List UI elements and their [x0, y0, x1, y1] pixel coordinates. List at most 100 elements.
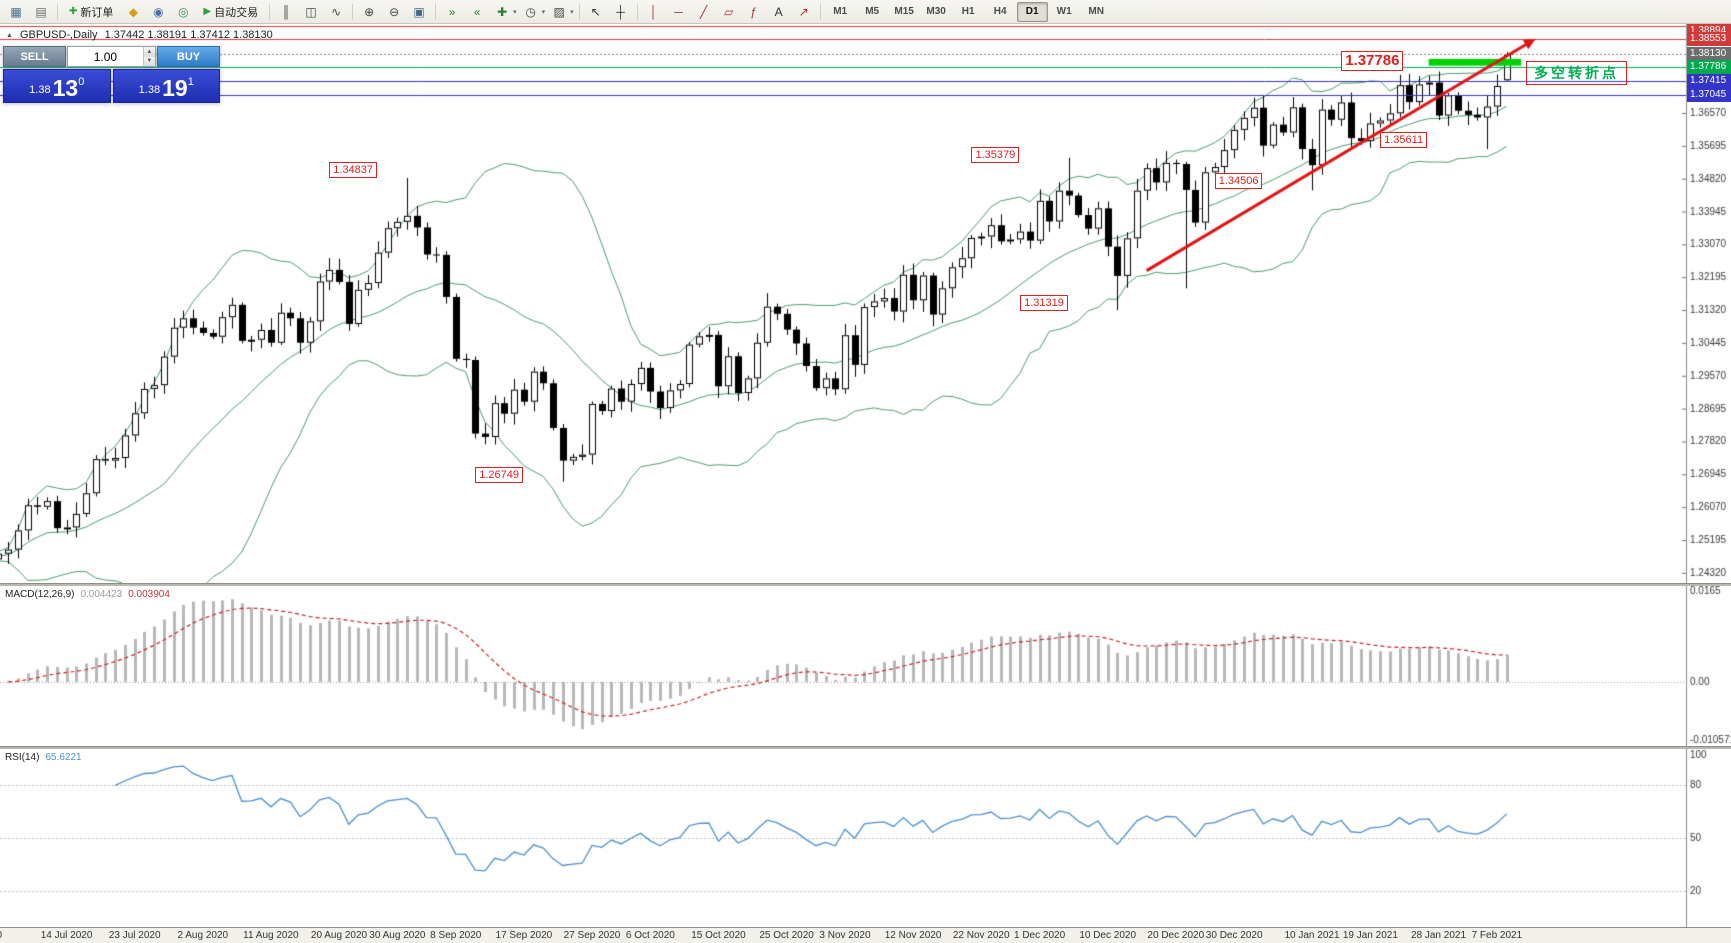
price-annotation[interactable]: 1.31319 [1020, 294, 1068, 311]
periods-icon[interactable]: ◷ [525, 4, 536, 19]
price-annotation[interactable]: 1.37786 [1341, 51, 1404, 72]
buy-price-box[interactable]: 1.38 19 1 [112, 69, 220, 103]
dropdown-caret-icon[interactable]: ▾ [541, 8, 546, 16]
date-label: 2 Aug 2020 [177, 930, 229, 941]
macd-canvas[interactable] [0, 586, 1731, 746]
timeframe-button-m30[interactable]: M30 [926, 6, 946, 17]
chart-title: ▲ GBPUSD-,Daily 1.37442 1.38191 1.37412 … [6, 29, 273, 41]
date-label: 6 Oct 2020 [625, 930, 675, 941]
auto-scroll-icon[interactable]: » [448, 4, 456, 19]
market-watch-icon[interactable]: ◉ [153, 4, 164, 19]
price-scale-tag: 1.38130 [1687, 47, 1731, 62]
price-scale-tag: 1.37786 [1687, 60, 1731, 75]
bar-chart-icon[interactable]: ║ [281, 4, 291, 19]
price-annotation[interactable]: 1.35611 [1380, 132, 1428, 149]
buy-price-sup: 1 [187, 76, 194, 88]
timeframe-button-mn[interactable]: MN [1088, 6, 1104, 17]
arrows-icon[interactable]: ↗ [798, 4, 809, 19]
volume-input[interactable] [68, 47, 143, 66]
volume-spinner: ▲ ▼ [142, 47, 155, 66]
date-label: 30 Aug 2020 [369, 930, 426, 941]
rsi-name: RSI(14) [5, 752, 40, 763]
rsi-canvas[interactable] [0, 749, 1731, 927]
volume-down-icon[interactable]: ▼ [143, 56, 155, 66]
pane-separator[interactable] [0, 746, 1731, 749]
chart-profiles-icon[interactable]: ▤ [35, 4, 47, 19]
candlestick-chart-icon[interactable]: ◫ [305, 4, 317, 19]
sell-price-big: 13 [52, 75, 79, 101]
price-chart-canvas[interactable] [0, 24, 1731, 583]
cursor-icon[interactable]: ↖ [590, 4, 601, 19]
date-label: 20 Dec 2020 [1147, 930, 1205, 941]
toolbar-separator [269, 3, 271, 20]
date-label: 3 Nov 2020 [819, 930, 871, 941]
date-label: 15 Oct 2020 [691, 930, 746, 941]
chart-shift-icon[interactable]: « [473, 4, 481, 19]
autotrade-button-label: 自动交易 [214, 6, 259, 19]
buy-price-prefix: 1.38 [138, 84, 161, 96]
date-label: 11 Aug 2020 [243, 930, 299, 941]
new-chart-icon[interactable]: ▦ [10, 4, 22, 19]
timeframe-button-m15[interactable]: M15 [894, 6, 914, 17]
chart-ohlc-values: 1.37442 1.38191 1.37412 1.38130 [104, 29, 273, 41]
volume-up-icon[interactable]: ▲ [143, 47, 155, 57]
timeframe-button-m5[interactable]: M5 [865, 6, 880, 17]
templates-icon[interactable]: ▨ [553, 4, 565, 19]
metaeditor-icon[interactable]: ◆ [128, 4, 138, 19]
dropdown-caret-icon[interactable]: ▾ [570, 8, 574, 16]
date-label: 12 Nov 2020 [884, 930, 942, 941]
channel-icon[interactable]: ▱ [724, 4, 734, 19]
timeframe-button-h4[interactable]: H4 [993, 6, 1007, 17]
autotrade-button[interactable]: ▶ 自动交易 [196, 1, 265, 23]
date-label: 1 Jul 2020 [0, 930, 2, 941]
new-order-button-label: 新订单 [80, 6, 114, 19]
one-click-trading-panel: SELL ▲ ▼ BUY 1.38 13 0 1.38 [3, 46, 220, 103]
horizontal-line-icon[interactable]: ─ [674, 4, 683, 19]
zone-text-label[interactable]: 多空转折点 [1526, 61, 1628, 86]
sell-price-box[interactable]: 1.38 13 0 [3, 69, 111, 103]
price-annotation[interactable]: 1.26749 [475, 467, 523, 484]
timeframe-button-m1[interactable]: M1 [833, 6, 848, 17]
trendline-icon[interactable]: ╱ [700, 4, 708, 19]
tile-windows-icon[interactable]: ▣ [413, 4, 425, 19]
zoom-in-icon[interactable]: ⊕ [364, 4, 375, 19]
macd-value-main: 0.004423 [80, 589, 123, 600]
toolbar-separator [636, 3, 638, 20]
navigator-icon[interactable]: ◎ [178, 4, 189, 19]
line-chart-icon[interactable]: ∿ [331, 4, 342, 19]
macd-value-signal: 0.003904 [128, 589, 170, 600]
vertical-line-icon[interactable]: │ [649, 4, 658, 19]
date-label: 8 Sep 2020 [430, 930, 482, 941]
fibonacci-icon[interactable]: ƒ [750, 4, 757, 19]
new-order-button[interactable]: ✚ 新订单 [62, 1, 120, 23]
text-icon[interactable]: A [774, 4, 783, 19]
crosshair-icon[interactable]: ┼ [616, 4, 625, 19]
rsi-value: 65.6221 [45, 752, 82, 763]
price-scale-tag: 1.37415 [1687, 74, 1731, 89]
toolbar-separator [435, 3, 437, 20]
time-axis[interactable]: 1 Jul 2020 14 Jul 2020 23 Jul 2020 2 Aug 20… [0, 927, 1731, 943]
price-annotation[interactable]: 1.34837 [329, 162, 378, 179]
price-annotation[interactable]: 1.35379 [971, 146, 1020, 163]
pane-separator[interactable] [0, 583, 1731, 586]
price-scale-tag: 1.38553 [1687, 31, 1731, 46]
collapse-icon[interactable]: ▲ [6, 31, 13, 39]
buy-button[interactable]: BUY [157, 46, 220, 67]
timeframe-button-w1[interactable]: W1 [1056, 6, 1072, 17]
toolbar-separator [578, 3, 580, 20]
date-label: 28 Jan 2021 [1410, 930, 1467, 941]
sell-price-prefix: 1.38 [29, 84, 51, 96]
indicators-icon[interactable]: ✚ [497, 4, 508, 19]
price-annotation[interactable]: 1.34506 [1214, 173, 1263, 190]
dropdown-caret-icon[interactable]: ▾ [513, 8, 517, 16]
sell-button[interactable]: SELL [3, 46, 66, 67]
timeframe-button-d1[interactable]: D1 [1016, 1, 1048, 22]
autotrade-icon: ▶ [203, 6, 212, 17]
chart-symbol-period: GBPUSD-,Daily [19, 29, 98, 41]
volume-box: ▲ ▼ [67, 46, 156, 67]
date-label: 1 Dec 2020 [1013, 930, 1066, 941]
timeframe-button-h1[interactable]: H1 [961, 6, 975, 17]
macd-pane: MACD(12,26,9) 0.004423 0.003904 [0, 586, 1731, 746]
date-label: 14 Jul 2020 [40, 930, 93, 941]
zoom-out-icon[interactable]: ⊖ [389, 4, 400, 19]
